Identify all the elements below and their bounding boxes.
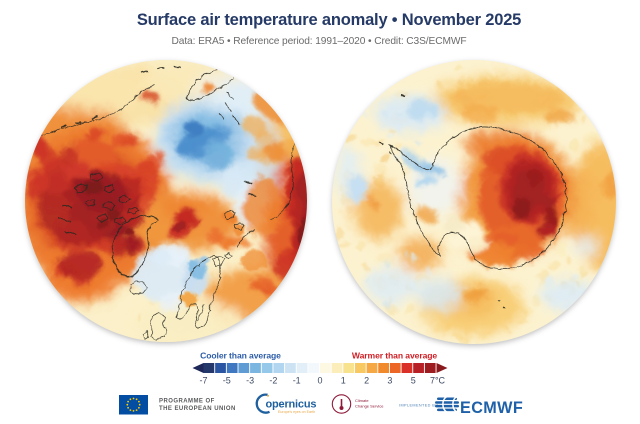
svg-text:Europe's eyes on Earth: Europe's eyes on Earth xyxy=(278,410,315,414)
svg-text:THE EUROPEAN UNION: THE EUROPEAN UNION xyxy=(159,406,236,412)
svg-text:PROGRAMME OF: PROGRAMME OF xyxy=(159,399,215,405)
svg-text:opernicus: opernicus xyxy=(266,399,317,411)
svg-text:ECMWF: ECMWF xyxy=(460,399,523,417)
svg-text:Climate: Climate xyxy=(355,398,369,403)
svg-text:Change Service: Change Service xyxy=(355,404,384,409)
svg-text:IMPLEMENTED BY: IMPLEMENTED BY xyxy=(399,404,438,408)
svg-text:1: 1 xyxy=(341,376,346,386)
svg-text:-1: -1 xyxy=(293,376,301,386)
svg-text:-3: -3 xyxy=(246,376,254,386)
svg-text:0: 0 xyxy=(317,376,322,386)
svg-text:-2: -2 xyxy=(269,376,277,386)
svg-text:Warmer than average: Warmer than average xyxy=(352,351,438,361)
svg-text:-5: -5 xyxy=(223,376,231,386)
svg-text:3: 3 xyxy=(387,376,392,386)
svg-text:Cooler than average: Cooler than average xyxy=(200,351,281,361)
svg-text:-7: -7 xyxy=(199,376,207,386)
svg-text:5: 5 xyxy=(411,376,416,386)
svg-text:2: 2 xyxy=(364,376,369,386)
svg-text:7°C: 7°C xyxy=(430,376,446,386)
